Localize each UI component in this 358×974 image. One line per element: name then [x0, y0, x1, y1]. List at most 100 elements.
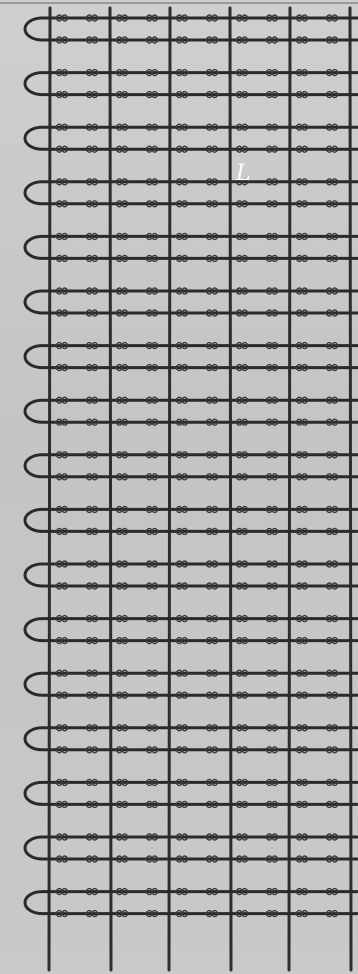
twist-knot: [85, 527, 99, 536]
twist-knot: [55, 418, 69, 426]
twist-knot: [205, 418, 219, 426]
twist-knot: [55, 473, 69, 481]
twist-knot: [205, 669, 219, 677]
twist-knot: [205, 396, 219, 404]
twist-knot: [325, 178, 339, 186]
strand-loop: [23, 178, 358, 208]
twist-knot: [205, 473, 219, 481]
twist-knot: [175, 396, 189, 404]
twist-knot: [235, 90, 249, 99]
twist-knot: [235, 505, 249, 514]
twist-knot: [205, 800, 219, 809]
hairpin-wire: [23, 780, 358, 806]
twist-knot: [265, 636, 279, 645]
twist-knot: [145, 341, 159, 350]
strand-loop: [23, 68, 358, 99]
twist-knot: [235, 724, 249, 732]
twist-knot: [115, 855, 129, 863]
twist-knot: [325, 418, 339, 426]
twist-knot: [55, 582, 69, 590]
strand-loop: [23, 560, 358, 590]
twist-knot: [55, 855, 69, 863]
looped-strands: [23, 14, 358, 918]
twist-knot: [175, 341, 189, 350]
strand-loop: [23, 396, 358, 426]
strand-loop: [23, 505, 358, 536]
hairpin-wire: [23, 398, 358, 424]
twist-knot: [85, 909, 99, 918]
twist-knot: [175, 309, 189, 317]
hairpin-wire: [23, 617, 358, 643]
twist-knot: [295, 36, 309, 44]
twist-knot: [115, 669, 129, 677]
twist-knot: [175, 855, 189, 863]
twist-knot: [235, 582, 249, 590]
twist-knot: [115, 287, 129, 295]
twist-knot: [295, 14, 309, 22]
twist-knot: [295, 724, 309, 732]
twist-knot: [115, 636, 129, 645]
twist-knot: [55, 527, 69, 536]
twist-knot: [175, 363, 189, 372]
twist-knot: [265, 724, 279, 732]
twist-knot: [85, 560, 99, 568]
twist-knot: [325, 287, 339, 295]
twist-knot: [55, 254, 69, 263]
twist-knot: [115, 746, 129, 754]
twist-knot: [85, 582, 99, 590]
twist-knot: [265, 232, 279, 241]
twist-knot: [55, 14, 69, 22]
twist-knot: [115, 200, 129, 208]
twist-knot: [205, 178, 219, 186]
strand-loop: [23, 341, 358, 372]
twist-knot: [115, 36, 129, 44]
twist-knot: [55, 232, 69, 241]
twist-knot: [55, 396, 69, 404]
twist-knot: [295, 746, 309, 754]
twist-knot: [295, 636, 309, 645]
twist-knot: [115, 778, 129, 787]
twist-knot: [175, 36, 189, 44]
twist-knot: [55, 636, 69, 645]
twist-knot: [235, 418, 249, 426]
hairpin-wire: [23, 180, 358, 206]
twist-knot: [85, 855, 99, 863]
twist-knot: [205, 341, 219, 350]
strand-loop: [23, 724, 358, 754]
twist-knot: [205, 14, 219, 22]
twist-knot: [265, 200, 279, 208]
twist-knot: [295, 778, 309, 787]
twist-knot: [205, 746, 219, 754]
twist-knot: [295, 287, 309, 295]
twist-knot: [115, 14, 129, 22]
twist-knot: [115, 691, 129, 699]
twist-knot: [85, 309, 99, 317]
twist-knot: [175, 909, 189, 918]
twist-knot: [325, 691, 339, 699]
hairpin-wire: [23, 16, 358, 42]
twist-knot: [175, 68, 189, 77]
hairpin-wire: [23, 289, 358, 315]
twist-knot: [295, 669, 309, 677]
twist-knot: [295, 145, 309, 153]
twist-knot: [205, 254, 219, 263]
vertical-stakes: [47, 6, 353, 972]
twist-knot: [265, 887, 279, 896]
twist-knot: [325, 90, 339, 99]
figure-label: L: [235, 161, 251, 186]
twist-knot: [295, 614, 309, 623]
twist-knot: [235, 145, 249, 153]
twist-knot: [295, 178, 309, 186]
twist-knot: [175, 800, 189, 809]
twist-knot: [175, 473, 189, 481]
twist-knot: [55, 287, 69, 295]
twist-knot: [145, 505, 159, 514]
twist-knot: [145, 614, 159, 623]
twist-knot: [85, 363, 99, 372]
twist-knot: [145, 309, 159, 317]
twist-knot: [55, 451, 69, 459]
twist-knot: [295, 68, 309, 77]
twist-knot: [295, 90, 309, 99]
twist-knot: [85, 123, 99, 131]
